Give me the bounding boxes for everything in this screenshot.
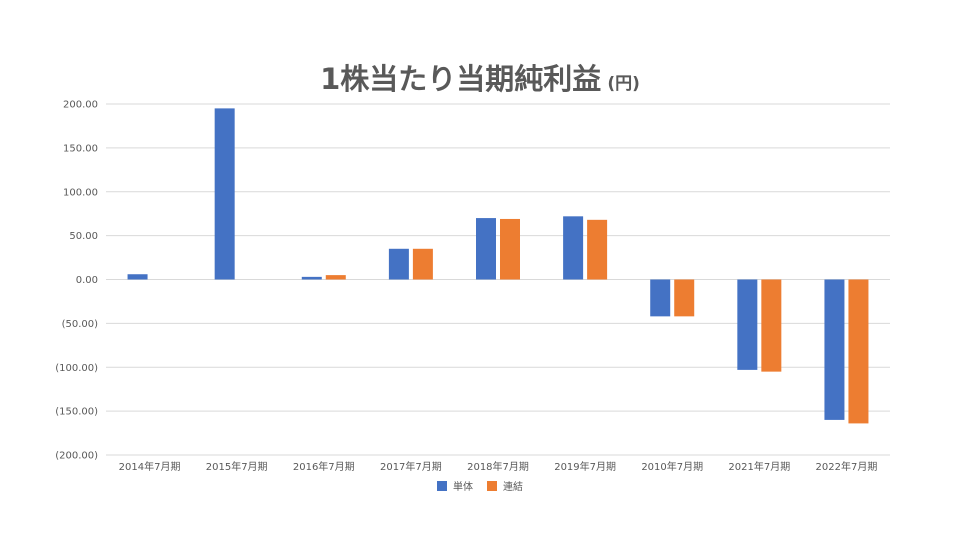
x-tick-label: 2015年7月期 (206, 460, 268, 473)
bar-series1 (737, 279, 758, 370)
x-tick-label: 2018年7月期 (467, 460, 529, 473)
x-tick-label: 2014年7月期 (119, 460, 181, 473)
bar-series1 (127, 274, 148, 280)
y-tick-label: (200.00) (55, 451, 98, 462)
chart-title-unit: (円) (607, 74, 640, 94)
bar-series1 (301, 276, 322, 280)
bar-series2 (500, 218, 520, 280)
y-tick-label: 50.00 (69, 231, 98, 242)
bar-series1 (824, 279, 845, 420)
bar-series1 (388, 248, 409, 280)
bar-series1 (563, 216, 584, 280)
bar-series1 (650, 279, 671, 317)
legend-swatch-2 (487, 481, 497, 491)
y-tick-label: (50.00) (62, 319, 99, 330)
y-tick-label: (100.00) (55, 363, 98, 374)
y-tick-label: 150.00 (63, 143, 98, 154)
chart-title-main: 1株当たり当期純利益 (320, 62, 602, 96)
bar-series2 (412, 248, 433, 280)
x-tick-label: 2019年7月期 (554, 460, 616, 473)
legend-label-2: 連結 (503, 480, 523, 493)
y-tick-label: 100.00 (63, 187, 98, 198)
x-tick-label: 2010年7月期 (641, 460, 703, 473)
legend-label-1: 単体 (453, 480, 473, 493)
legend-swatch-1 (437, 481, 447, 491)
x-tick-label: 2022年7月期 (816, 460, 878, 473)
y-tick-label: 200.00 (63, 100, 98, 111)
chart-title: 1株当たり当期純利益 (円) (0, 56, 960, 98)
x-tick-label: 2021年7月期 (728, 460, 790, 473)
bar-series1 (476, 218, 496, 280)
bar-series2 (325, 275, 346, 280)
bar-series2 (848, 279, 869, 424)
y-tick-label: 0.00 (76, 275, 98, 286)
y-tick-label: (150.00) (55, 407, 98, 418)
bar-series1 (214, 108, 235, 280)
x-tick-label: 2016年7月期 (293, 460, 355, 473)
bar-series2 (674, 279, 695, 317)
bar-series2 (587, 219, 608, 280)
bar-series2 (761, 279, 782, 372)
x-tick-label: 2017年7月期 (380, 460, 442, 473)
